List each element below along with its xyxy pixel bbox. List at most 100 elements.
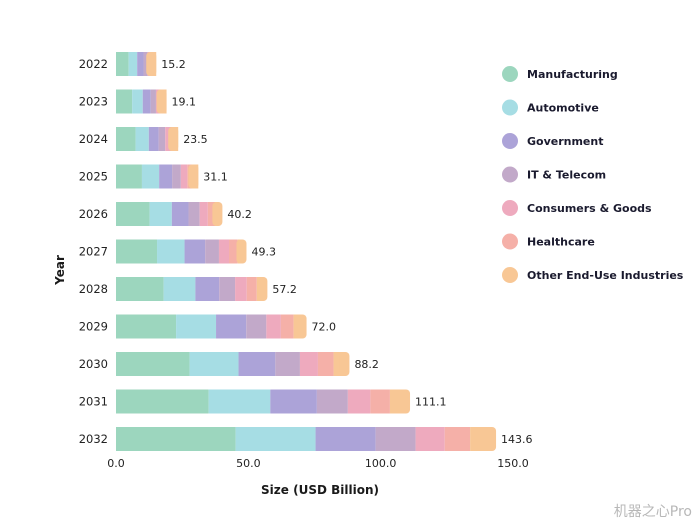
bar-2028-seg-0 — [116, 277, 164, 301]
bar-2032-seg-3 — [375, 427, 416, 451]
legend-swatch-6 — [502, 267, 518, 283]
bar-2023-cap — [156, 89, 167, 114]
bar-2031-seg-2 — [270, 389, 317, 414]
year-label-2031: 2031 — [79, 395, 108, 409]
bar-2032-seg-4 — [415, 427, 445, 451]
x-tick-label-3: 150.0 — [497, 457, 529, 470]
bar-2030-seg-3 — [275, 352, 300, 376]
legend-label-2: Government — [527, 135, 603, 148]
bar-2028-seg-4 — [235, 277, 247, 301]
bar-2024-cap — [168, 127, 179, 151]
year-label-2026: 2026 — [79, 207, 108, 221]
bar-2026-seg-4 — [199, 202, 208, 226]
legend-label-3: IT & Telecom — [527, 169, 606, 182]
legend: Manufacturing Automotive Government IT & Te… — [502, 66, 684, 283]
bar-2023-seg-2 — [142, 89, 151, 114]
bar-2027-seg-3 — [205, 239, 219, 264]
year-label-2027: 2027 — [79, 245, 108, 259]
bar-2023-seg-0 — [116, 89, 133, 114]
bar-2032-seg-5 — [444, 427, 471, 451]
legend-label-5: Healthcare — [527, 236, 595, 249]
bar-2027-seg-1 — [157, 239, 185, 264]
value-label-2027: 49.3 — [251, 246, 275, 259]
bar-2028-seg-2 — [195, 277, 220, 301]
bar-2024-seg-1 — [135, 127, 149, 151]
bar-2031-seg-3 — [316, 389, 348, 414]
bar-2030-seg-6 — [333, 352, 345, 376]
legend-swatch-5 — [502, 233, 518, 250]
bar-2026-cap — [212, 202, 223, 226]
x-tick-label-1: 50.0 — [236, 457, 261, 470]
x-axis-ticks: 0.0 50.0 100.0 150.0 — [107, 457, 529, 470]
bar-2022-cap — [146, 52, 157, 76]
year-label-2032: 2032 — [79, 432, 108, 446]
legend-swatch-2 — [502, 133, 518, 149]
value-label-2023: 19.1 — [172, 96, 197, 109]
bar-2029-seg-0 — [116, 314, 177, 339]
bar-2024-seg-0 — [116, 127, 136, 151]
bar-2025-seg-3 — [172, 164, 181, 189]
year-label-2030: 2030 — [79, 357, 108, 371]
x-tick-label-2: 100.0 — [365, 457, 397, 470]
legend-label-4: Consumers & Goods — [527, 202, 652, 215]
legend-label-6: Other End-Use Industries — [527, 269, 684, 282]
value-labels: 15.2 19.1 23.5 31.1 40.2 49.3 57.2 72.0 88.2 111.… — [161, 58, 532, 446]
value-label-2030: 88.2 — [354, 358, 379, 371]
bars-layer — [116, 52, 497, 451]
bar-2031-cap — [400, 389, 411, 414]
bar-2028-cap — [257, 277, 268, 301]
year-label-2022: 2022 — [79, 57, 108, 71]
bar-2026-seg-0 — [116, 202, 150, 226]
bar-2025-seg-0 — [116, 164, 142, 189]
year-label-2023: 2023 — [79, 95, 108, 109]
value-label-2029: 72.0 — [312, 321, 337, 334]
bar-2028-seg-3 — [219, 277, 236, 301]
bar-2023-seg-3 — [150, 89, 156, 114]
bar-2025-seg-4 — [180, 164, 188, 189]
bar-2022-seg-1 — [128, 52, 138, 76]
bar-2024-seg-4 — [165, 127, 170, 151]
bar-2024-seg-3 — [158, 127, 166, 151]
bar-2023-seg-1 — [132, 89, 143, 114]
bar-2025-seg-2 — [159, 164, 173, 189]
bar-2030-seg-4 — [299, 352, 318, 376]
year-label-2024: 2024 — [79, 132, 108, 146]
year-label-2025: 2025 — [79, 170, 108, 184]
value-label-2022: 15.2 — [161, 58, 186, 71]
legend-swatch-0 — [502, 66, 518, 82]
value-label-2028: 57.2 — [272, 283, 297, 296]
value-label-2025: 31.1 — [203, 171, 228, 184]
bar-2025-cap — [188, 164, 199, 189]
bar-2029-seg-4 — [266, 314, 281, 339]
value-label-2031: 111.1 — [415, 396, 447, 409]
legend-swatch-4 — [502, 200, 518, 216]
bar-2030-seg-5 — [317, 352, 334, 376]
legend-label-0: Manufacturing — [527, 68, 618, 81]
bar-2029-seg-1 — [176, 314, 217, 339]
bar-2030-seg-0 — [116, 352, 190, 376]
bar-2026-seg-1 — [149, 202, 172, 226]
year-label-2028: 2028 — [79, 282, 108, 296]
x-tick-label-0: 0.0 — [107, 457, 125, 470]
bar-2025-seg-1 — [141, 164, 160, 189]
bar-2031-seg-1 — [208, 389, 271, 414]
bar-2027-seg-4 — [218, 239, 230, 264]
bar-2032-seg-1 — [235, 427, 316, 451]
legend-swatch-3 — [502, 166, 518, 183]
value-label-2026: 40.2 — [227, 208, 252, 221]
x-axis-title: Size (USD Billion) — [261, 483, 379, 497]
bar-2029-cap — [296, 314, 307, 339]
bar-2026-seg-3 — [188, 202, 200, 226]
value-label-2024: 23.5 — [183, 133, 208, 146]
bar-2028-seg-5 — [246, 277, 257, 301]
bar-2031-seg-4 — [347, 389, 371, 414]
bar-2030-seg-2 — [238, 352, 276, 376]
bar-2026-seg-2 — [171, 202, 189, 226]
bar-2024-seg-2 — [148, 127, 159, 151]
bar-2027-cap — [236, 239, 247, 264]
bar-2022-seg-3 — [143, 52, 148, 76]
bar-2032-seg-6 — [470, 427, 492, 451]
year-label-2029: 2029 — [79, 320, 108, 334]
bar-2029-seg-2 — [216, 314, 247, 339]
bar-2027-seg-2 — [184, 239, 206, 264]
